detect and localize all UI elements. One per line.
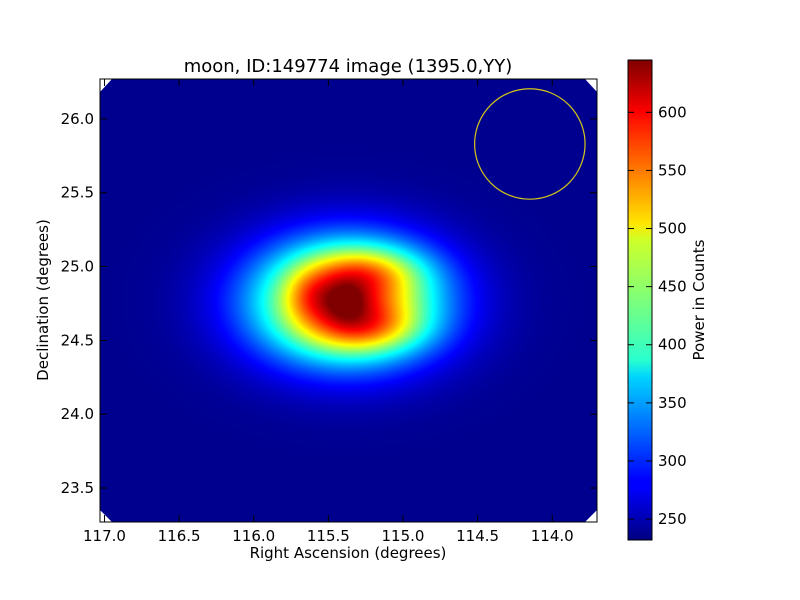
x-tick-label: 115.5: [307, 527, 350, 545]
colorbar-tick-label: 500: [658, 220, 687, 238]
y-tick-label: 25.0: [61, 258, 94, 276]
y-tick-label: 25.5: [61, 184, 94, 202]
y-tick-label: 24.5: [61, 331, 94, 349]
x-tick-label: 117.0: [83, 527, 126, 545]
y-tick-label: 23.5: [61, 479, 94, 497]
y-axis-label: Declination (degrees): [34, 219, 52, 381]
overlay-circle: [474, 88, 586, 200]
x-tick-label: 114.5: [456, 527, 499, 545]
x-axis-ticks: 117.0 116.5 116.0 115.5 115.0 114.5 114.0: [83, 79, 574, 545]
y-axis-ticks: 23.5 24.0 24.5 25.0 25.5 26.0: [61, 110, 597, 497]
colorbar-tick-label: 600: [658, 103, 687, 121]
colorbar: [627, 59, 653, 541]
heatmap-image: [100, 79, 597, 522]
colorbar-tick-label: 450: [658, 278, 687, 296]
chart-title: moon, ID:149774 image (1395.0,YY): [184, 56, 513, 77]
x-tick-label: 114.0: [531, 527, 574, 545]
colorbar-tick-label: 350: [658, 394, 687, 412]
colorbar-tick-label: 300: [658, 452, 687, 470]
x-tick-label: 116.5: [158, 527, 201, 545]
colorbar-tick-label: 400: [658, 336, 687, 354]
x-tick-label: 116.0: [232, 527, 275, 545]
x-tick-label: 115.0: [381, 527, 424, 545]
x-axis-label: Right Ascension (degrees): [250, 544, 447, 562]
y-tick-label: 26.0: [61, 110, 94, 128]
colorbar-label: Power in Counts: [690, 239, 708, 360]
colorbar-tick-label: 250: [658, 510, 687, 528]
plot-frame: [99, 78, 598, 523]
colorbar-tick-label: 550: [658, 161, 687, 179]
colorbar-ticks: 250 300 350 400 450 500 550 600: [628, 103, 687, 528]
y-tick-label: 24.0: [61, 405, 94, 423]
